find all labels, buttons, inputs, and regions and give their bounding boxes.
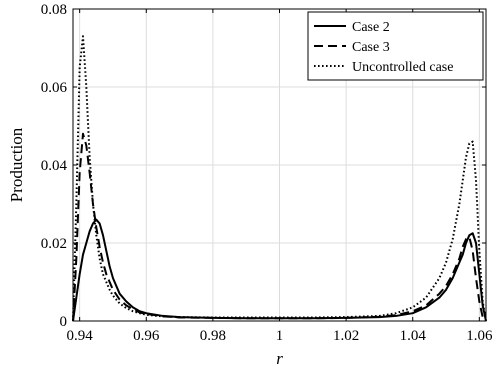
x-tick-label: 0.94 [67, 328, 94, 344]
x-tick-label: 0.96 [133, 328, 160, 344]
x-axis-label: r [276, 349, 283, 368]
x-tick-label: 1.02 [333, 328, 359, 344]
x-tick-label: 1.06 [466, 328, 493, 344]
legend-label: Case 3 [352, 40, 390, 55]
y-tick-label: 0.06 [41, 80, 68, 96]
y-tick-label: 0.08 [41, 2, 67, 18]
y-axis-label: Production [7, 127, 26, 202]
legend-label: Case 2 [352, 20, 390, 35]
y-tick-label: 0.02 [41, 236, 67, 252]
x-tick-label: 1.04 [400, 328, 427, 344]
x-tick-label: 0.98 [200, 328, 226, 344]
legend-label: Uncontrolled case [352, 60, 453, 75]
y-tick-label: 0 [60, 314, 68, 330]
legend-box [307, 11, 484, 81]
y-tick-label: 0.04 [41, 158, 68, 174]
legend: Case 2 Case 3 Uncontrolled case [307, 11, 484, 81]
ticks: 0.94 0.96 0.98 1 1.02 1.04 1.06 0 0.02 0.04 0.06 0.… [41, 2, 493, 344]
x-tick-label: 1 [276, 328, 284, 344]
